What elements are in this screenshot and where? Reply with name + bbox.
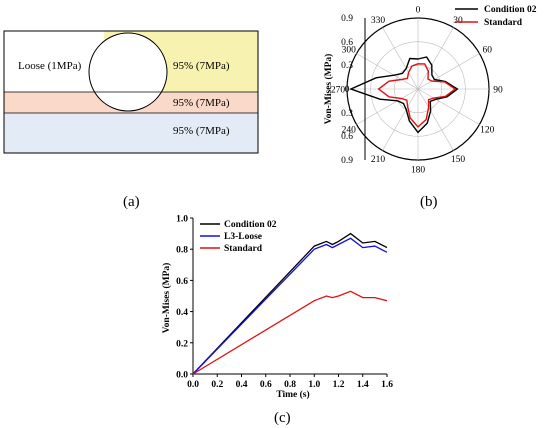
y-tick-label: 0.0 [176, 371, 188, 381]
polar-grid-spoke [417, 88, 454, 151]
polar-grid-spoke [382, 27, 419, 90]
polar-angle-label: 0 [416, 6, 421, 16]
polar-angle-labels: 0 30 60 90 120 150 180 210 240 270 300 330 [331, 6, 503, 176]
y-tick-label: 0.2 [176, 339, 188, 349]
x-tick-label: 1.6 [381, 380, 393, 390]
legend-label-standard: Standard [224, 244, 263, 254]
caption-a: (a) [123, 194, 140, 210]
x-tick-label: 0.8 [284, 380, 296, 390]
line-series-standard [192, 290, 388, 375]
polar-grid [346, 17, 490, 161]
x-tick-label: 0.4 [236, 380, 248, 390]
panel-b: 0 30 60 90 120 150 180 210 240 270 300 330 0.9 0.6 … [323, 5, 537, 210]
line-series-l3-loose [192, 237, 388, 375]
line-ylabel: Von-Mises (MPa) [161, 263, 172, 334]
polar-angle-label: 330 [371, 16, 386, 26]
polar-angle-label: 90 [493, 86, 503, 96]
x-tick-label: 1.4 [357, 380, 369, 390]
polar-angle-label: 270 [331, 86, 346, 96]
polar-series-condition-02 [349, 56, 459, 134]
r-tick-label: 0.3 [341, 109, 353, 119]
region-bottom [4, 113, 258, 153]
polar-angle-label: 210 [371, 155, 386, 165]
polar-angle-label: 240 [342, 126, 357, 136]
x-tick-label: 1.0 [308, 380, 320, 390]
line-xlabel: Time (s) [276, 389, 309, 400]
r-tick-label: 0.3 [341, 61, 353, 71]
loose-circle [88, 32, 168, 112]
polar-grid-spoke [356, 53, 419, 90]
legend-label-l3loose: L3-Loose [224, 232, 262, 242]
polar-angle-label: 150 [451, 155, 466, 165]
line-axes: 0.0 0.2 0.4 0.6 0.8 1.0 1.2 1.4 1.6 0.0 0.2 0.4 0.6 0… [176, 215, 393, 391]
line-series-condition-02 [192, 232, 388, 375]
r-tick-label: 0 [345, 85, 350, 95]
polar-grid-spoke [417, 53, 480, 90]
label-middle: 95% (7MPa) [173, 97, 230, 109]
r-tick-label: 0.6 [341, 38, 353, 48]
y-tick-label: 0.4 [176, 308, 188, 318]
r-tick-label: 0.9 [341, 156, 353, 166]
polar-series [349, 56, 459, 134]
polar-grid-spoke [417, 27, 454, 90]
polar-legend: Condition 02 Standard [455, 5, 537, 28]
line-series [192, 232, 388, 375]
y-tick-label: 0.6 [176, 277, 188, 287]
legend-label-condition02: Condition 02 [224, 220, 277, 230]
x-tick-label: 0.0 [187, 380, 199, 390]
r-tick-label: 0.6 [341, 132, 353, 142]
polar-series-standard [377, 63, 457, 128]
legend-label-condition02: Condition 02 [484, 5, 537, 15]
label-top-right: 95% (7MPa) [173, 60, 230, 72]
polar-angle-label: 300 [342, 46, 357, 56]
y-tick-label: 0.8 [176, 246, 188, 256]
caption-b: (b) [420, 194, 438, 210]
x-tick-label: 1.2 [333, 380, 345, 390]
legend-label-standard: Standard [484, 18, 523, 28]
region-loose-bg [4, 31, 104, 92]
polar-angle-label: 120 [480, 126, 495, 136]
x-tick-label: 0.2 [211, 380, 223, 390]
label-loose: Loose (1MPa) [18, 60, 82, 72]
label-bottom: 95% (7MPa) [173, 125, 230, 137]
polar-grid-spoke [382, 88, 419, 151]
line-legend: Condition 02 L3-Loose Standard [200, 220, 277, 254]
caption-c: (c) [274, 410, 291, 426]
polar-angle-label: 60 [483, 46, 493, 56]
panel-c: 0.0 0.2 0.4 0.6 0.8 1.0 1.2 1.4 1.6 0.0 0.2 0.4 0.6 0… [161, 215, 393, 427]
panel-a: Loose (1MPa) 95% (7MPa) 95% (7MPa) 95% (… [3, 30, 259, 210]
polar-r-ticks: 0.9 0.6 0.3 0 0.3 0.6 0.9 [341, 14, 353, 166]
x-tick-label: 0.6 [260, 380, 272, 390]
y-tick-label: 1.0 [176, 215, 188, 225]
polar-angle-label: 30 [453, 16, 463, 26]
r-tick-label: 0.9 [341, 14, 353, 24]
polar-grid-spoke [417, 88, 480, 125]
polar-ylabel: Von-Mises (MPa) [323, 54, 334, 125]
polar-grid-spoke [356, 88, 419, 125]
polar-angle-label: 180 [411, 166, 426, 176]
